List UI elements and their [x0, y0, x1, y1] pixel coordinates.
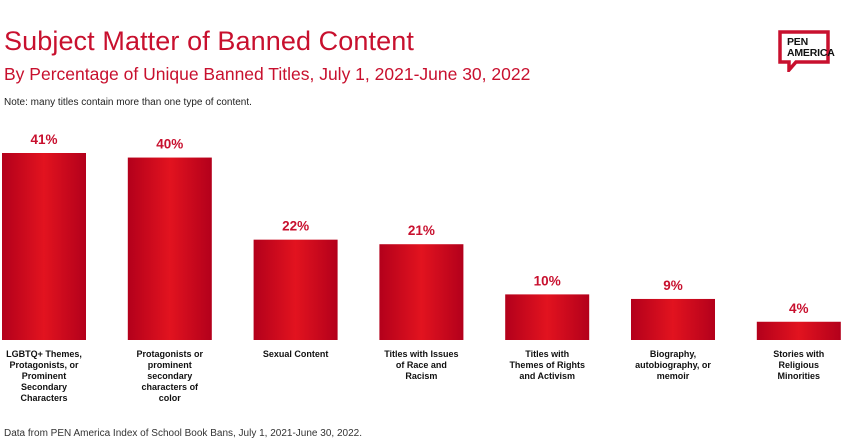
category-label-3-line-0: Titles with Issues — [384, 349, 458, 359]
category-label-4-line-2: and Activism — [519, 371, 575, 381]
category-label-0-line-2: Prominent — [22, 371, 67, 381]
category-label-2-line-0: Sexual Content — [263, 349, 329, 359]
bar-6 — [756, 321, 841, 340]
category-label-5-line-0: Biography, — [650, 349, 696, 359]
category-label-2: Sexual Content — [263, 349, 329, 359]
bar-2 — [253, 239, 338, 340]
category-label-4-line-1: Themes of Rights — [509, 360, 585, 370]
category-label-0-line-3: Secondary — [21, 382, 67, 392]
category-label-1: Protagonists or prominent secondary charact… — [137, 349, 204, 403]
bar-1 — [127, 157, 212, 340]
category-label-5-line-2: memoir — [657, 371, 690, 381]
value-label-5: 9% — [663, 278, 683, 293]
category-label-6-line-2: Minorities — [778, 371, 821, 381]
category-label-6-line-0: Stories with — [773, 349, 824, 359]
chart-subtitle: By Percentage of Unique Banned Titles, J… — [4, 64, 531, 84]
category-label-6: Stories with Religious Minorities — [773, 349, 824, 381]
category-label-0-line-0: LGBTQ+ Themes, — [6, 349, 82, 359]
chart-note: Note: many titles contain more than one … — [4, 97, 252, 108]
value-label-6: 4% — [789, 301, 809, 316]
category-label-1-line-3: characters of — [142, 382, 200, 392]
category-label-0: LGBTQ+ Themes, Protagonists, or Prominent S… — [6, 349, 82, 403]
category-label-3-line-1: of Race and — [396, 360, 447, 370]
category-label-1-line-4: color — [159, 393, 182, 403]
bar-0 — [2, 153, 86, 340]
category-label-5: Biography, autobiography, or memoir — [635, 349, 711, 381]
value-label-0: 41% — [30, 132, 57, 147]
pen-america-logo: PEN AMERICA — [778, 30, 835, 75]
category-label-5-line-1: autobiography, or — [635, 360, 711, 370]
category-label-3-line-2: Racism — [405, 371, 437, 381]
category-label-3: Titles with Issues of Race and Racism — [384, 349, 458, 381]
category-label-0-line-4: Characters — [20, 393, 67, 403]
source-note: Data from PEN America Index of School Bo… — [4, 428, 362, 439]
category-label-1-line-0: Protagonists or — [137, 349, 204, 359]
logo-line-2: AMERICA — [787, 46, 835, 59]
logo-frame-icon — [778, 30, 830, 75]
bar-5 — [631, 298, 715, 340]
category-label-1-line-1: prominent — [148, 360, 192, 370]
logo-line-1: PEN — [787, 36, 808, 48]
logo-text: PEN AMERICA — [787, 37, 835, 58]
category-label-1-line-2: secondary — [147, 371, 192, 381]
value-label-4: 10% — [534, 273, 561, 288]
category-label-4-line-0: Titles with — [525, 349, 569, 359]
chart-title: Subject Matter of Banned Content — [4, 26, 414, 56]
bar-4 — [505, 294, 590, 340]
value-label-1: 40% — [156, 137, 183, 152]
bars-group: 41% LGBTQ+ Themes, Protagonists, or Promine… — [2, 132, 841, 403]
value-label-3: 21% — [408, 223, 435, 238]
category-label-6-line-1: Religious — [779, 360, 820, 370]
category-label-0-line-1: Protagonists, or — [9, 360, 79, 370]
category-label-4: Titles with Themes of Rights and Activism — [509, 349, 585, 381]
value-label-2: 22% — [282, 219, 309, 234]
bar-3 — [379, 244, 464, 340]
